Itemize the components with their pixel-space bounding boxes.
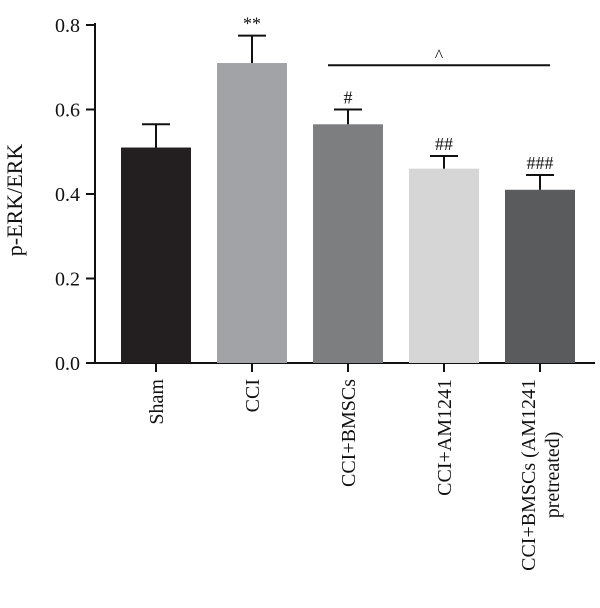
x-category-label: CCI+AM1241	[434, 379, 456, 496]
bar	[409, 168, 479, 363]
y-tick-label: 0.4	[55, 184, 80, 206]
bar	[121, 147, 191, 363]
bracket-label: ^	[435, 45, 444, 65]
y-tick-label: 0.6	[55, 100, 80, 122]
y-axis-title: p-ERK/ERK	[2, 144, 27, 257]
x-axis-labels: Sham CCI CCI+BMSCs CCI+AM1241 CCI+BMSCs (AM1…	[146, 363, 564, 571]
x-category-label: Sham	[146, 379, 168, 425]
x-category-label: CCI+BMSCs (AM1241	[518, 379, 540, 571]
bar	[313, 124, 383, 363]
bars	[121, 63, 575, 364]
y-tick-label: 0.2	[55, 269, 80, 291]
x-category-label: CCI+BMSCs	[338, 379, 360, 487]
x-category-label: CCI	[242, 379, 264, 412]
x-category-label: pretreated)	[542, 432, 564, 519]
significance-label: ##	[435, 134, 453, 154]
bar	[505, 189, 575, 363]
significance-label: **	[243, 14, 261, 34]
bar	[217, 63, 287, 364]
comparison-bracket: ^	[328, 45, 550, 67]
significance-label: ###	[527, 153, 554, 173]
significance-labels: **######	[243, 14, 554, 173]
error-bars	[142, 34, 554, 190]
y-tick-label: 0.8	[55, 15, 80, 37]
y-tick-label: 0.0	[55, 353, 80, 375]
significance-label: #	[344, 88, 353, 108]
